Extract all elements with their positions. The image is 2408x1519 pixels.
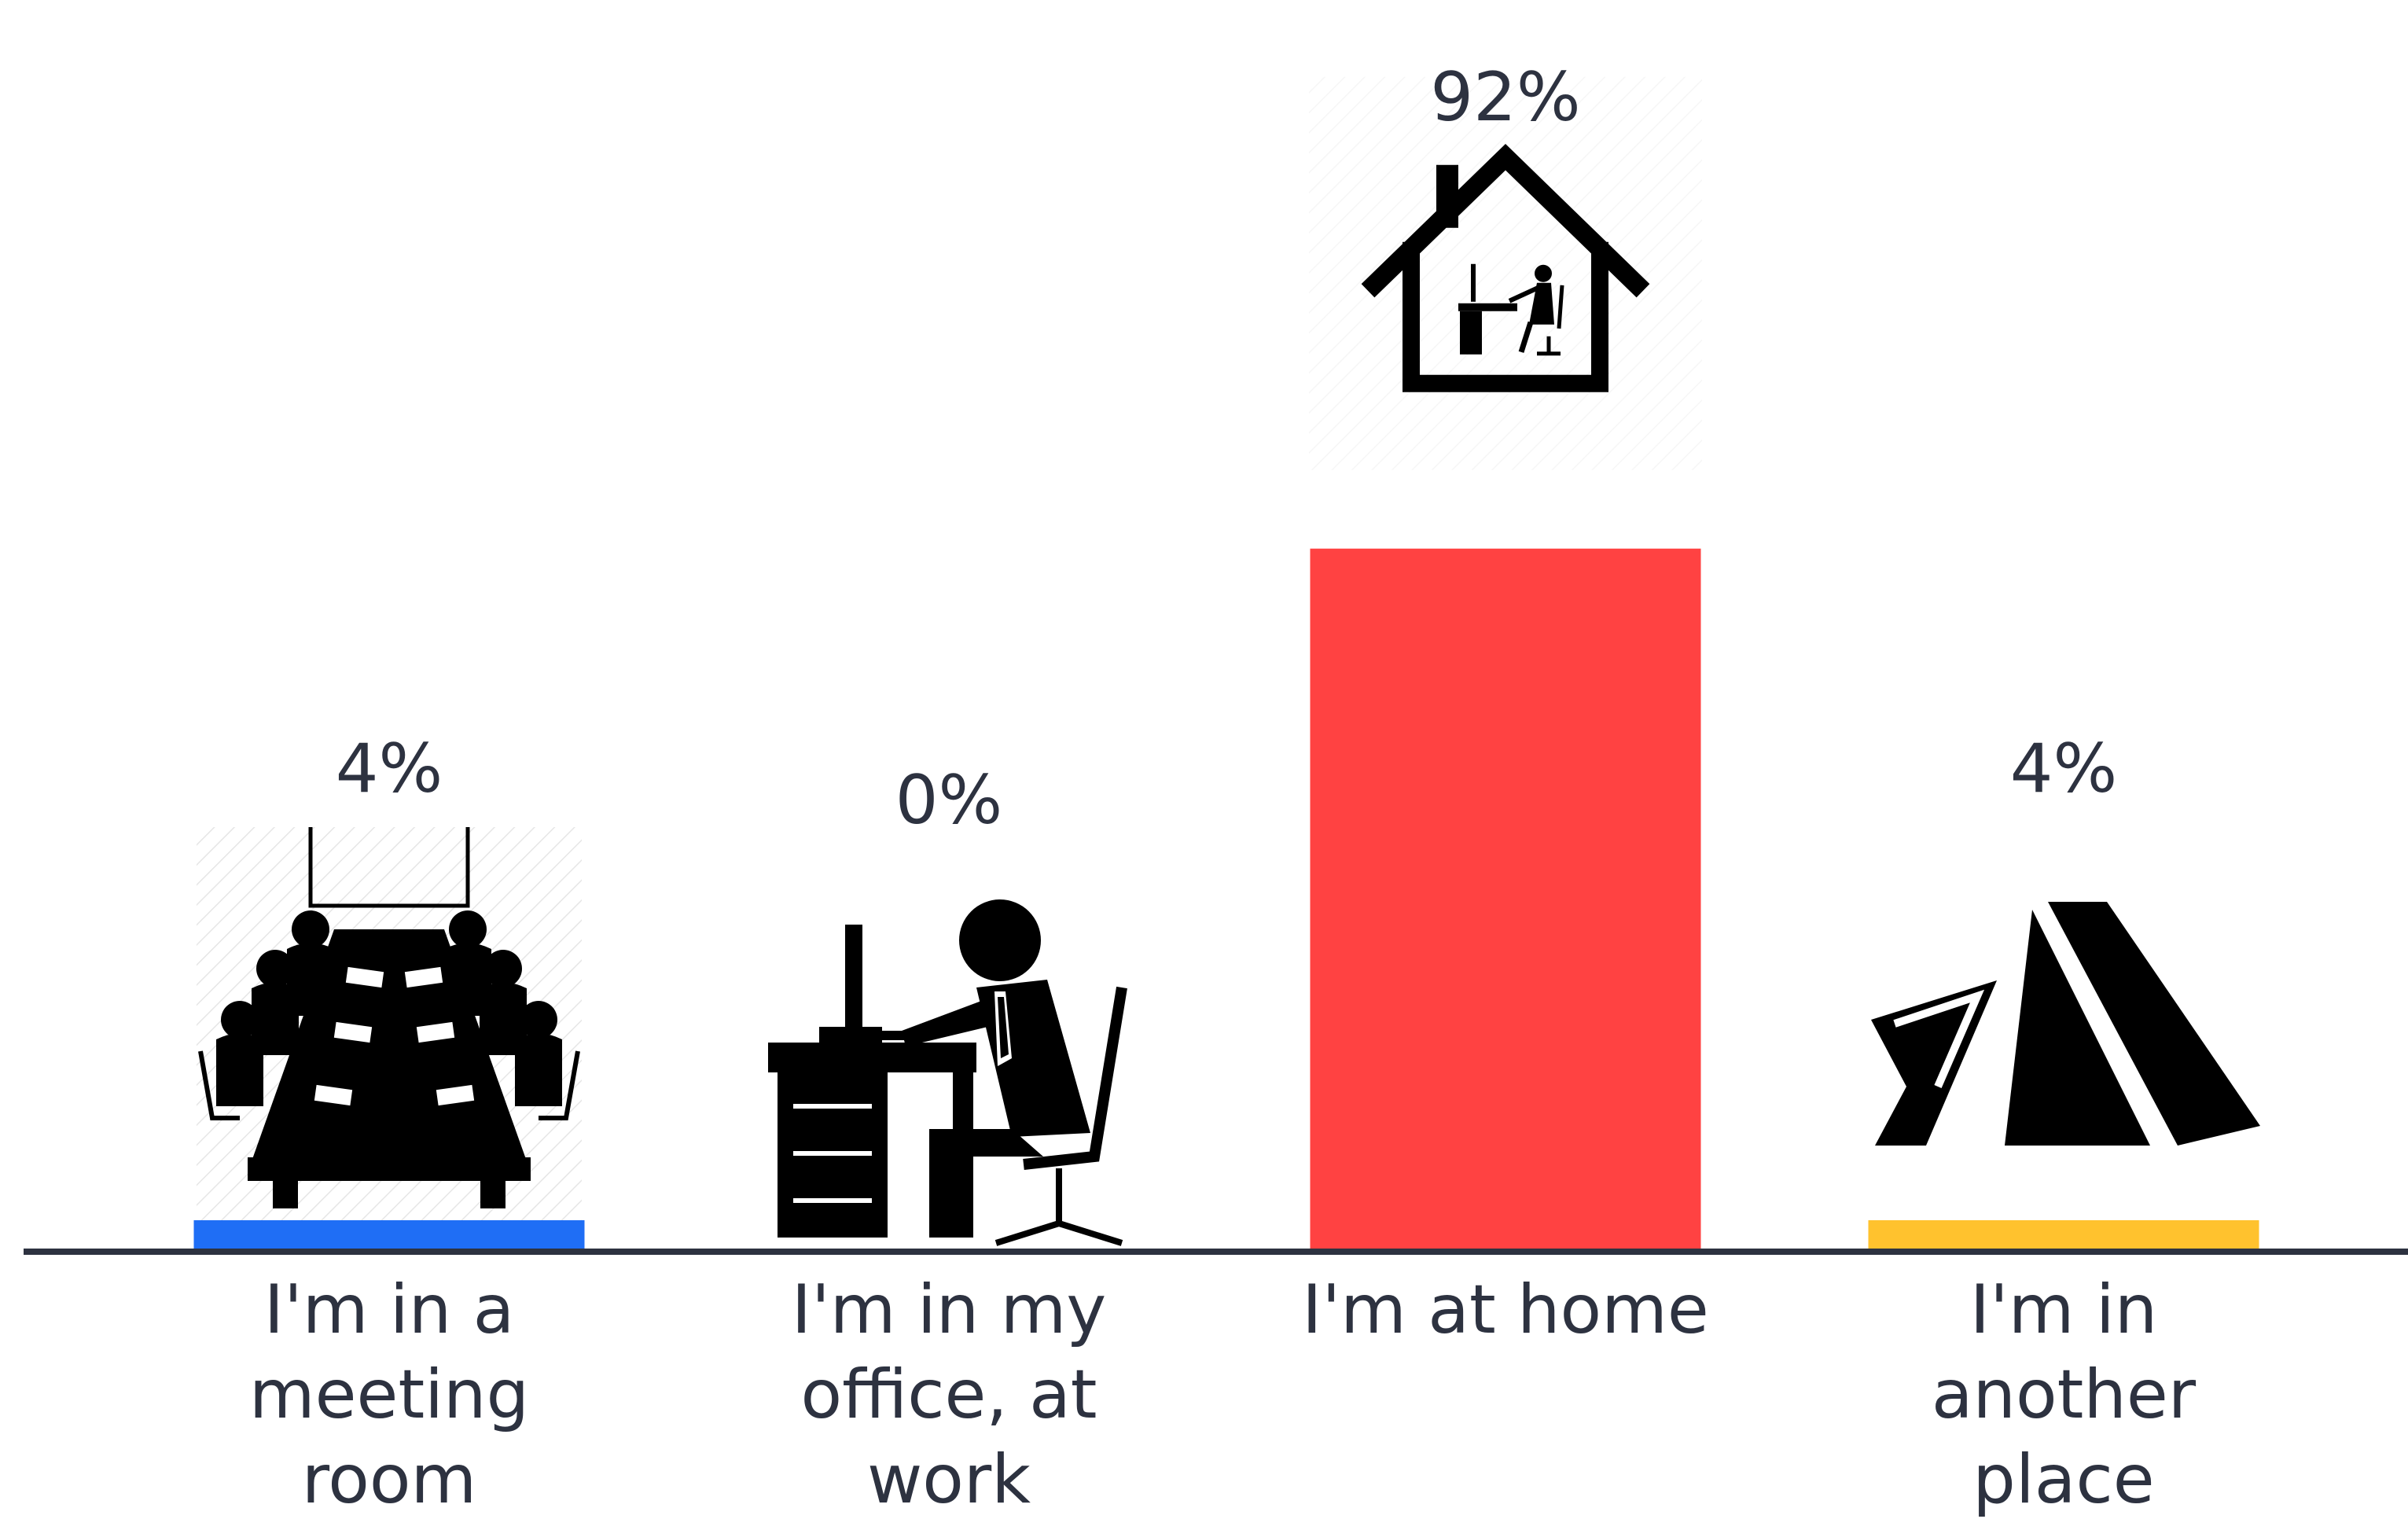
bar bbox=[1310, 548, 1701, 1252]
tick-label: I'm in my office, at work bbox=[792, 1271, 1107, 1519]
office-desk-worker-icon bbox=[768, 899, 1127, 1246]
meeting-table-icon bbox=[197, 827, 582, 1220]
data-label: 0% bbox=[895, 761, 1002, 840]
tick-label: I'm in another place bbox=[1932, 1271, 2197, 1519]
tent-icon bbox=[1871, 902, 2260, 1146]
house-home-office-icon bbox=[1309, 76, 1702, 470]
data-label: 4% bbox=[2010, 730, 2117, 808]
data-label: 92% bbox=[1430, 58, 1580, 137]
bar bbox=[193, 1220, 585, 1252]
data-label: 4% bbox=[336, 730, 443, 808]
tick-label: I'm in a meeting room bbox=[249, 1271, 529, 1519]
tick-label: I'm at home bbox=[1302, 1271, 1709, 1349]
bar bbox=[1868, 1220, 2259, 1252]
